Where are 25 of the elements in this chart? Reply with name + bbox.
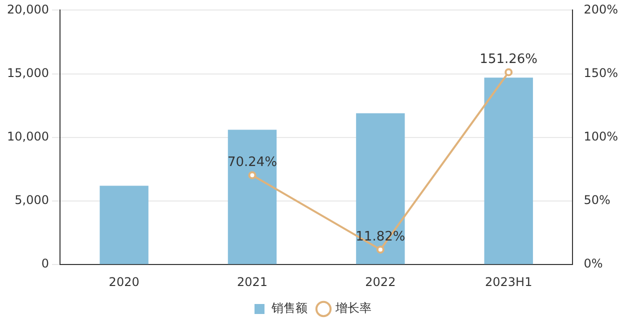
data-label: 151.26% <box>480 52 538 68</box>
legend-label: 增长率 <box>334 301 372 316</box>
y-tick-label: 5,000 <box>14 193 49 208</box>
y-tick-label: 20,000 <box>6 2 49 16</box>
y2-tick-label: 0% <box>584 256 603 271</box>
y2-tick-label: 150% <box>584 66 618 80</box>
y-tick-label: 15,000 <box>6 66 49 80</box>
y2-tick-label: 50% <box>584 193 610 208</box>
y2-tick-label: 200% <box>584 2 618 16</box>
y-tick-label: 10,000 <box>6 130 49 144</box>
y-tick-label: 0 <box>41 256 49 271</box>
x-tick-label: 2021 <box>236 274 268 289</box>
point <box>504 68 513 76</box>
x-tick-label: 2022 <box>365 274 396 289</box>
y2-tick-label: 100% <box>584 130 618 144</box>
bar <box>100 186 148 264</box>
point <box>248 171 256 180</box>
bar <box>228 130 277 264</box>
point <box>376 246 384 254</box>
bar <box>484 78 533 264</box>
bar <box>356 113 405 264</box>
x-tick-label: 2020 <box>108 274 140 289</box>
x-tick-label: 2023H1 <box>485 274 532 289</box>
legend-label: 销售额 <box>270 301 308 316</box>
data-label: 70.24% <box>227 155 278 170</box>
